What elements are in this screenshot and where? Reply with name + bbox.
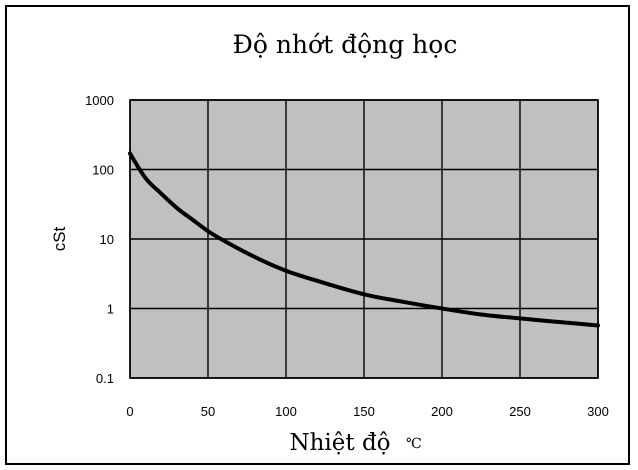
chart-title: Độ nhớt động học [233, 30, 458, 59]
x-axis-label: Nhiệt độ [289, 430, 390, 456]
x-tick-label: 0 [126, 404, 133, 419]
y-tick-label: 0.1 [96, 371, 114, 386]
plot-area: 0 50 100 150 200 250 300 0.1 1 10 100 1000 [85, 93, 609, 419]
y-axis-label: cSt [50, 226, 69, 251]
x-tick-label: 50 [201, 404, 215, 419]
y-tick-label: 10 [100, 232, 114, 247]
series-line-0 [128, 151, 600, 328]
y-tick-label: 1 [107, 302, 114, 317]
y-tick-label: 1000 [85, 93, 114, 108]
x-tick-label: 300 [587, 404, 609, 419]
x-tick-label: 250 [509, 404, 531, 419]
x-tick-label: 200 [431, 404, 453, 419]
x-axis-unit: ℃ [406, 436, 422, 452]
x-tick-label: 150 [353, 404, 375, 419]
y-tick-label: 100 [92, 163, 114, 178]
plot-border [129, 99, 599, 379]
x-tick-label: 100 [275, 404, 297, 419]
